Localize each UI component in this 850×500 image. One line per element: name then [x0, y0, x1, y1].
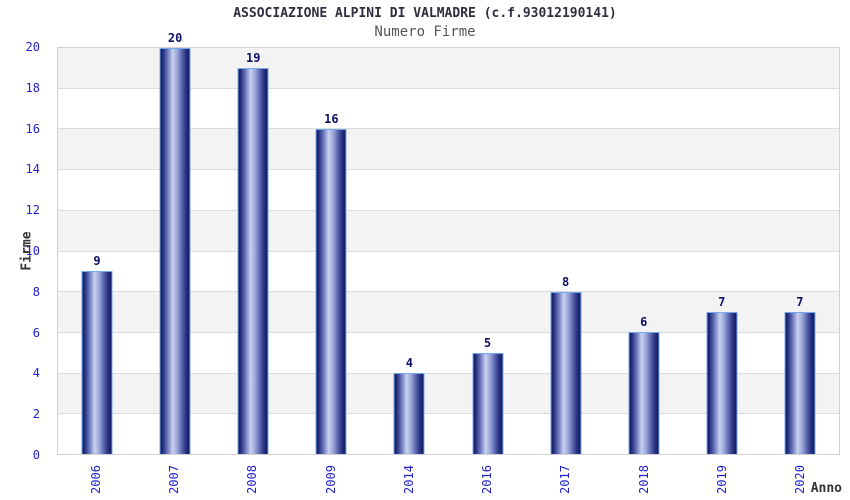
bar-slot: 4 — [370, 48, 448, 454]
y-axis-ticks: 0 2 4 6 8 10 12 14 16 18 20 — [0, 41, 48, 461]
bar-slot: 6 — [605, 48, 683, 454]
y-tick-label: 20 — [25, 40, 40, 54]
y-tick-label: 4 — [32, 366, 40, 381]
plot-area: 9 20 19 16 4 5 8 6 7 7 — [57, 32, 840, 455]
x-axis-ticks: 2006 2007 2008 2009 2014 2016 2017 2018 2019 2020 — [57, 459, 840, 499]
x-tick-slot: 2006 — [57, 459, 135, 499]
y-tick-label: 16 — [25, 121, 40, 136]
bar-slot: 9 — [58, 48, 136, 454]
x-tick-slot: 2018 — [605, 459, 683, 499]
grid-band — [58, 87, 839, 129]
bar-2006 — [81, 271, 113, 454]
bars-layer: 9 20 19 16 4 5 8 6 7 7 — [58, 32, 839, 454]
bar-slot: 16 — [292, 48, 370, 454]
bar-slot: 7 — [683, 48, 761, 454]
bar-2007 — [159, 48, 191, 454]
x-tick-slot: 2007 — [135, 459, 213, 499]
x-tick-label: 2006 — [88, 464, 103, 494]
bar-value-label: 9 — [93, 254, 101, 269]
x-tick-label: 2018 — [636, 464, 651, 494]
bar-value-label: 19 — [246, 51, 261, 66]
x-tick-label: 2017 — [558, 464, 573, 494]
x-tick-slot: 2009 — [292, 459, 370, 499]
x-tick-label: 2007 — [166, 464, 181, 494]
bar-2008 — [237, 68, 269, 454]
y-tick-label: 12 — [25, 203, 40, 218]
y-tick-label: 2 — [32, 407, 40, 422]
bar-slot: 19 — [214, 48, 292, 454]
x-axis-title: Anno — [810, 481, 842, 496]
x-tick-slot: 2016 — [448, 459, 526, 499]
bar-value-label: 8 — [561, 274, 570, 289]
x-tick-label: 2016 — [480, 464, 495, 494]
y-tick-label: 6 — [32, 325, 40, 340]
x-tick-label: 2020 — [793, 464, 808, 494]
bar-slot: 20 — [136, 32, 214, 454]
bar-2017 — [550, 291, 582, 454]
chart-title: ASSOCIAZIONE ALPINI DI VALMADRE (c.f.930… — [233, 6, 617, 21]
bar-value-label: 7 — [796, 294, 804, 309]
bar-value-label: 20 — [167, 31, 183, 45]
bar-value-label: 7 — [718, 294, 726, 309]
bar-value-label: 16 — [324, 112, 339, 127]
bar-2018 — [628, 332, 660, 454]
bar-value-label: 4 — [405, 355, 414, 370]
bar-2019 — [706, 311, 738, 454]
y-tick-label: 8 — [32, 284, 40, 299]
bar-slot: 5 — [448, 48, 526, 454]
bar-2016 — [472, 352, 504, 454]
bar-slot: 8 — [527, 48, 605, 454]
y-tick-label: 14 — [25, 162, 40, 177]
y-tick-label: 18 — [25, 80, 40, 95]
chart-subtitle: Numero Firme — [374, 24, 476, 40]
bar-value-label: 5 — [483, 335, 492, 350]
grid-band — [58, 413, 839, 454]
bar-value-label: 6 — [640, 315, 648, 330]
x-tick-slot: 2017 — [527, 459, 605, 499]
x-tick-label: 2008 — [245, 464, 260, 494]
y-tick-label: 10 — [25, 244, 40, 258]
bar-2009 — [315, 129, 347, 454]
bar-slot: 7 — [761, 48, 839, 454]
grid-band — [58, 169, 839, 210]
grid-band — [58, 250, 839, 292]
x-tick-label: 2009 — [323, 464, 338, 494]
grid-band — [58, 331, 839, 373]
x-tick-slot: 2008 — [214, 459, 292, 499]
x-tick-slot: 2014 — [370, 459, 448, 499]
bar-2020 — [784, 311, 816, 454]
x-tick-label: 2019 — [715, 464, 730, 494]
x-tick-label: 2014 — [401, 464, 416, 494]
x-tick-slot: 2019 — [683, 459, 761, 499]
y-tick-label: 0 — [32, 448, 40, 462]
bar-2014 — [393, 372, 425, 454]
